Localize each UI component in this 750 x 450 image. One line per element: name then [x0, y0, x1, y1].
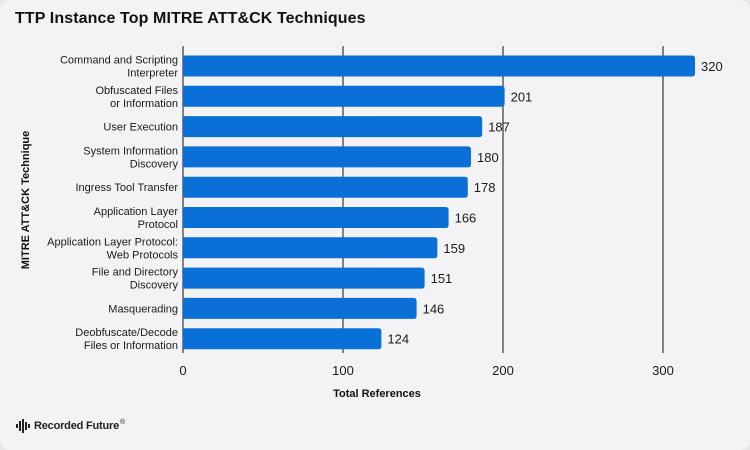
bar: [183, 55, 695, 77]
bar: [183, 297, 417, 319]
category-label: Files or Information: [84, 340, 178, 352]
bar-value-label: 151: [431, 271, 453, 286]
x-tick-label: 200: [492, 363, 514, 378]
bar-value-label: 159: [443, 241, 465, 256]
bar-value-label: 180: [477, 150, 499, 165]
bar-value-label: 178: [474, 180, 496, 195]
bar: [183, 237, 438, 259]
brand-registered-mark: ®: [120, 418, 126, 426]
y-axis-label: MITRE ATT&CK Technique: [20, 131, 32, 270]
category-label: Application Layer Protocol:: [47, 236, 178, 248]
chart-title: TTP Instance Top MITRE ATT&CK Techniques: [15, 10, 366, 27]
bar-value-label: 146: [423, 301, 445, 316]
category-label: Obfuscated Files: [95, 85, 178, 97]
category-label: Ingress Tool Transfer: [75, 182, 178, 194]
recorded-future-logo: Recorded Future ®: [16, 418, 125, 434]
category-label: File and Directory: [92, 267, 179, 279]
x-tick-label: 300: [652, 363, 674, 378]
bar-value-label: 201: [511, 89, 533, 104]
bar: [183, 176, 468, 198]
x-axis-label: Total References: [333, 388, 421, 400]
category-label: Interpreter: [127, 68, 178, 80]
bar: [183, 328, 382, 350]
category-label: Masquerading: [108, 303, 178, 315]
x-tick-label: 0: [179, 363, 186, 378]
category-label: User Execution: [103, 122, 178, 134]
brand-name: Recorded Future: [34, 420, 120, 432]
category-label: Deobfuscate/Decode: [75, 327, 178, 339]
bar: [183, 146, 471, 168]
category-label: Application Layer: [94, 206, 179, 218]
category-label: Discovery: [130, 280, 179, 292]
x-tick-label: 100: [332, 363, 354, 378]
bar-value-label: 320: [701, 59, 723, 74]
category-label: Discovery: [130, 158, 179, 170]
bar: [183, 207, 449, 228]
bar: [183, 116, 483, 138]
category-label: or Information: [110, 98, 178, 110]
category-label: Command and Scripting: [60, 55, 178, 67]
category-label: Web Protocols: [107, 249, 179, 261]
bar-value-label: 124: [387, 332, 409, 347]
bar-layer: [183, 55, 695, 350]
tick-layer: 0 100 200 300: [179, 363, 673, 378]
category-label: System Information: [83, 145, 178, 157]
bar-value-label: 187: [488, 120, 510, 135]
bar: [183, 85, 505, 107]
bar-value-label: 166: [455, 211, 477, 226]
recorded-future-logo-icon: [16, 419, 30, 433]
bar: [183, 267, 425, 289]
category-label: Protocol: [138, 219, 178, 231]
